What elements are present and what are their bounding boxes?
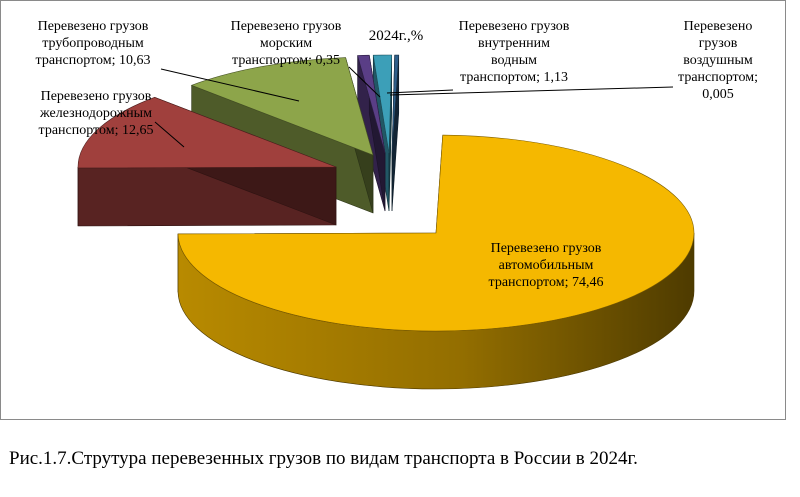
pie-slice-top	[357, 54, 386, 154]
leader-line	[386, 89, 454, 94]
leader-line	[154, 121, 185, 148]
slice-label-line: трубопроводным	[42, 36, 144, 51]
slice-label: Перевезено грузов морским транспортом; 0,3…	[231, 19, 342, 68]
pie-slice-top	[177, 134, 695, 332]
slice-label-line: железнодорожным	[39, 106, 152, 121]
slice-label: Перевезено грузов автомобильным транспорто…	[489, 241, 604, 290]
slice-label-line: транспортом; 12,65	[39, 123, 154, 138]
slice-label-line: автомобильным	[499, 258, 594, 273]
slice-label-line: Перевезено грузов	[38, 19, 149, 34]
leader-line	[389, 86, 674, 96]
slice-label-line: транспортом; 74,46	[489, 275, 604, 290]
slice-label: Перевезено грузов железнодорожным транспор…	[39, 89, 154, 138]
slice-label-line: транспортом; 10,63	[36, 53, 151, 68]
slice-label-line: транспортом; 0,35	[232, 53, 340, 68]
figure-caption: Рис.1.7.Струтура перевезенных грузов по …	[9, 448, 638, 469]
slice-label-line: Перевезено грузов	[41, 89, 152, 104]
pie-slice-top	[372, 54, 393, 154]
pie-slice-top	[77, 96, 337, 169]
slice-label-line: транспортом; 1,13	[460, 70, 568, 85]
leader-line	[160, 68, 300, 102]
slice-label-line: транспортом;	[678, 70, 758, 85]
chart-title: 2024г.,%	[369, 28, 423, 44]
leader-line	[348, 66, 381, 98]
pie-chart: Перевезено грузов воздушным транспортом; 0,0…	[36, 19, 758, 390]
slice-label-line: Перевезено грузов	[459, 19, 570, 34]
pie-slice-top	[190, 57, 374, 156]
slice-label-line: 0,005	[702, 87, 734, 102]
slice-label-line: грузов	[699, 36, 738, 51]
slice-label-line: Перевезено грузов	[491, 241, 602, 256]
slice-label-line: Перевезено грузов	[231, 19, 342, 34]
slice-label-line: внутренним	[478, 36, 550, 51]
slice-label: Перевезено грузов воздушным транспортом; 0,0…	[678, 19, 758, 102]
slice-label: Перевезено грузов внутренним водным транспо…	[459, 19, 570, 85]
slice-label-line: Перевезено	[684, 19, 753, 34]
pie-slice-top	[391, 54, 400, 154]
slice-label-line: водным	[491, 53, 537, 68]
slice-label-line: морским	[260, 36, 312, 51]
slice-label-line: воздушным	[683, 53, 753, 68]
slice-label: Перевезено грузов трубопроводным транспорт…	[36, 19, 151, 68]
chart-frame: Перевезено грузов воздушным транспортом; 0,0…	[0, 0, 786, 420]
